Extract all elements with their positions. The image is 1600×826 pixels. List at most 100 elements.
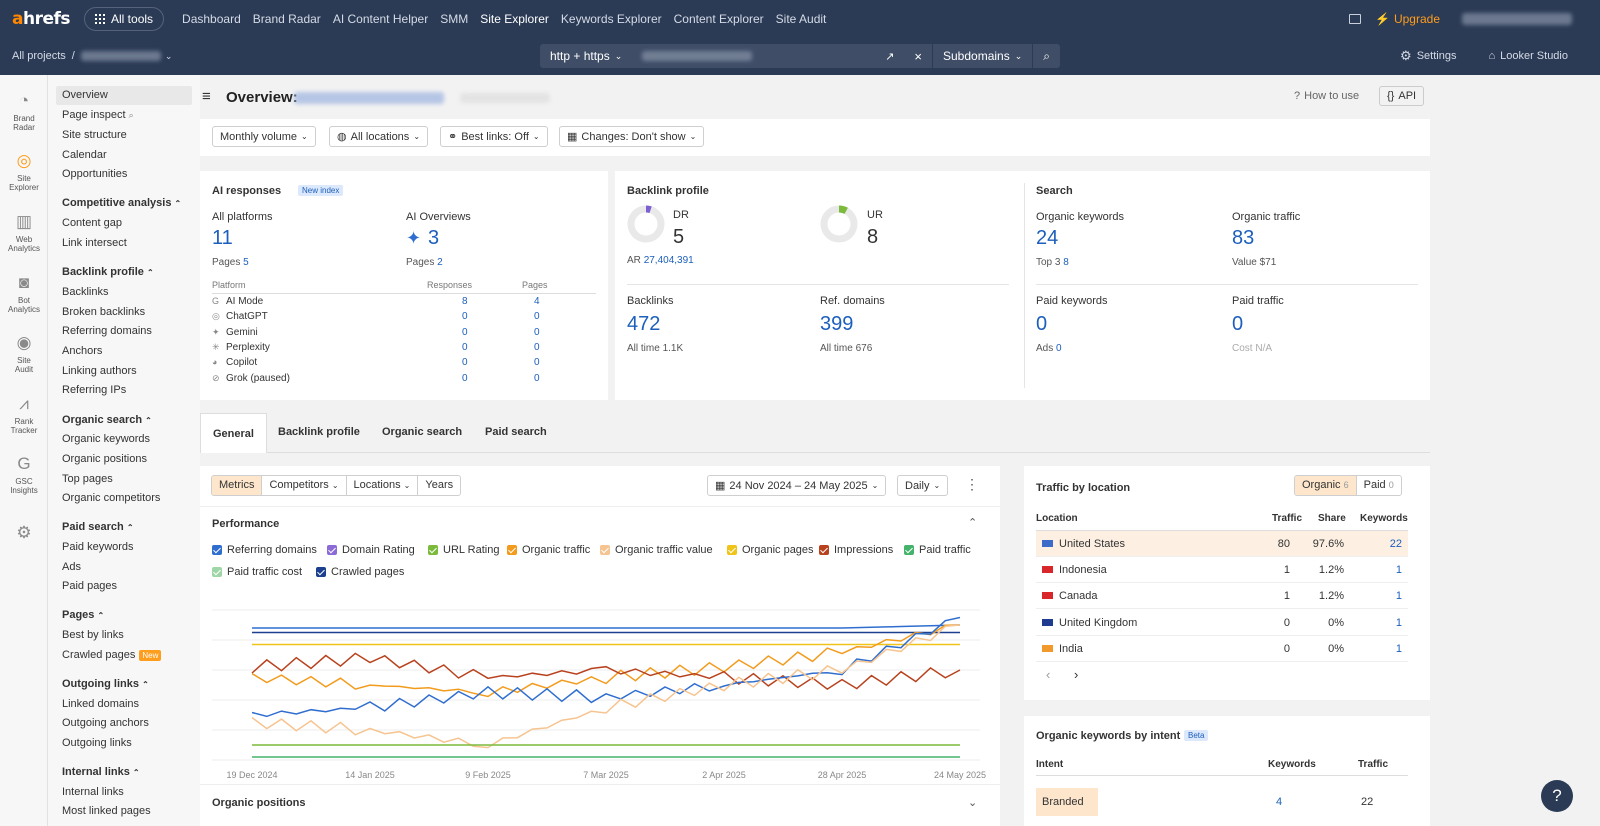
platform-responses[interactable]: 0 bbox=[462, 311, 468, 323]
platform-pages[interactable]: 0 bbox=[534, 372, 540, 384]
legend-checkbox[interactable]: Organic pages bbox=[727, 544, 814, 556]
nav-brand-radar[interactable]: Brand Radar bbox=[252, 11, 321, 26]
platform-pages[interactable]: 0 bbox=[534, 326, 540, 338]
settings-button[interactable]: ⚙ Settings bbox=[1400, 48, 1456, 64]
nav-site-audit[interactable]: Site Audit bbox=[775, 11, 827, 26]
menu-pages[interactable]: Pages ⌃ bbox=[62, 609, 104, 621]
legend-checkbox[interactable]: URL Rating bbox=[428, 544, 499, 556]
menu-ads[interactable]: Ads bbox=[62, 561, 81, 573]
menu-organic-keywords[interactable]: Organic keywords bbox=[62, 433, 151, 445]
location-row[interactable]: United States 80 97.6% 22 bbox=[1036, 531, 1408, 557]
all-projects-link[interactable]: All projects bbox=[12, 50, 66, 62]
locations-tab[interactable]: Locations ⌄ bbox=[345, 476, 418, 495]
nav-keywords-explorer[interactable]: Keywords Explorer bbox=[560, 11, 662, 26]
menu-referring-domains[interactable]: Referring domains bbox=[62, 325, 152, 337]
location-keywords[interactable]: 22 bbox=[1389, 538, 1402, 550]
menu-broken-backlinks[interactable]: Broken backlinks bbox=[62, 306, 146, 318]
organic-traffic-value[interactable]: 83 bbox=[1232, 227, 1255, 249]
help-button[interactable]: ? bbox=[1541, 780, 1573, 812]
menu-page-inspect[interactable]: Page inspect ⌕ bbox=[62, 109, 134, 121]
platform-pages[interactable]: 0 bbox=[534, 357, 540, 369]
menu-linking-authors[interactable]: Linking authors bbox=[62, 365, 137, 377]
app-site-explorer[interactable]: ◎ Site Explorer bbox=[0, 151, 48, 192]
years-tab[interactable]: Years bbox=[417, 476, 460, 495]
ads-value[interactable]: 0 bbox=[1056, 343, 1062, 354]
date-range-picker[interactable]: ▦ 24 Nov 2024 – 24 May 2025 ⌄ bbox=[707, 475, 887, 496]
account-menu[interactable] bbox=[1462, 12, 1572, 25]
app-rank-tracker[interactable]: ⩘ Rank Tracker bbox=[0, 394, 48, 435]
location-row[interactable]: Canada 1 1.2% 1 bbox=[1036, 583, 1408, 610]
platform-pages[interactable]: 4 bbox=[534, 296, 540, 307]
menu-anchors[interactable]: Anchors bbox=[62, 345, 103, 357]
tab-general[interactable]: General bbox=[200, 413, 267, 453]
api-button[interactable]: {} API bbox=[1379, 86, 1425, 106]
menu-paid-pages[interactable]: Paid pages bbox=[62, 580, 118, 592]
organic-keywords-value[interactable]: 24 bbox=[1036, 227, 1059, 249]
protocol-select[interactable]: http + https ⌄ bbox=[540, 44, 632, 68]
top3-value[interactable]: 8 bbox=[1063, 257, 1069, 268]
clear-icon[interactable]: × bbox=[914, 48, 922, 64]
ahrefs-logo[interactable]: ahrefs bbox=[12, 8, 71, 29]
metrics-tab[interactable]: Metrics bbox=[212, 476, 262, 495]
location-keywords[interactable]: 1 bbox=[1395, 590, 1402, 603]
app-site-audit[interactable]: ◉ Site Audit bbox=[0, 333, 48, 374]
menu-backlink-profile[interactable]: Backlink profile ⌃ bbox=[62, 266, 154, 278]
ref-domains-value[interactable]: 399 bbox=[820, 313, 854, 335]
menu-organic-positions[interactable]: Organic positions bbox=[62, 453, 147, 465]
menu-outgoing-anchors[interactable]: Outgoing anchors bbox=[62, 717, 149, 729]
location-row[interactable]: Indonesia 1 1.2% 1 bbox=[1036, 557, 1408, 584]
menu-calendar[interactable]: Calendar bbox=[62, 149, 107, 161]
granularity-select[interactable]: Daily ⌄ bbox=[897, 475, 949, 496]
menu-best-by-links[interactable]: Best by links bbox=[62, 629, 124, 641]
nav-dashboard[interactable]: Dashboard bbox=[182, 11, 241, 26]
legend-checkbox[interactable]: Domain Rating bbox=[327, 544, 415, 556]
legend-checkbox[interactable]: Paid traffic bbox=[904, 544, 971, 556]
paid-traffic-value[interactable]: 0 bbox=[1232, 313, 1244, 335]
paid-keywords-value[interactable]: 0 bbox=[1036, 313, 1048, 335]
open-external-icon[interactable]: ↗ bbox=[885, 50, 895, 63]
nav-ai-content-helper[interactable]: AI Content Helper bbox=[332, 11, 429, 26]
all-tools-button[interactable]: All tools bbox=[84, 6, 165, 31]
competitors-tab[interactable]: Competitors ⌄ bbox=[261, 476, 345, 495]
platform-responses[interactable]: 0 bbox=[462, 326, 468, 338]
organic-toggle[interactable]: Organic 6 bbox=[1295, 476, 1356, 495]
menu-organic-competitors[interactable]: Organic competitors bbox=[62, 492, 161, 504]
paid-toggle[interactable]: Paid 0 bbox=[1355, 476, 1401, 495]
legend-checkbox[interactable]: Organic traffic bbox=[507, 544, 590, 556]
menu-referring-ips[interactable]: Referring IPs bbox=[62, 384, 127, 396]
menu-crawled-pages[interactable]: Crawled pages New bbox=[62, 649, 162, 661]
menu-paid-keywords[interactable]: Paid keywords bbox=[62, 541, 134, 553]
platform-responses[interactable]: 0 bbox=[462, 341, 468, 353]
all-platforms-value[interactable]: 11 bbox=[212, 227, 233, 249]
menu-most-linked-pages[interactable]: Most linked pages bbox=[62, 805, 151, 817]
platform-responses[interactable]: 8 bbox=[462, 296, 468, 307]
location-keywords[interactable]: 1 bbox=[1395, 616, 1402, 629]
app-brand-radar[interactable]: ◔ Brand Radar bbox=[0, 91, 48, 132]
upgrade-button[interactable]: ⚡ Upgrade bbox=[1375, 12, 1440, 26]
tab-organic-search[interactable]: Organic search bbox=[382, 426, 463, 438]
menu-opportunities[interactable]: Opportunities bbox=[62, 168, 128, 180]
menu-top-pages[interactable]: Top pages bbox=[62, 473, 113, 485]
legend-checkbox[interactable]: Crawled pages bbox=[316, 566, 404, 578]
platform-responses[interactable]: 0 bbox=[462, 372, 468, 384]
menu-content-gap[interactable]: Content gap bbox=[62, 217, 122, 229]
menu-site-structure[interactable]: Site structure bbox=[62, 129, 127, 141]
ai-overviews-value[interactable]: 3 bbox=[428, 227, 440, 249]
app-settings[interactable]: ⚙ bbox=[0, 523, 48, 546]
monitor-icon[interactable] bbox=[1349, 13, 1362, 24]
location-row[interactable]: India 0 0% 1 bbox=[1036, 636, 1408, 662]
ao-pages-value[interactable]: 2 bbox=[437, 257, 443, 268]
ar-value[interactable]: 27,404,391 bbox=[643, 255, 694, 266]
legend-checkbox[interactable]: Referring domains bbox=[212, 544, 317, 556]
backlinks-value[interactable]: 472 bbox=[627, 313, 661, 335]
menu-backlinks[interactable]: Backlinks bbox=[62, 286, 109, 298]
location-keywords[interactable]: 1 bbox=[1395, 642, 1402, 655]
pages-value[interactable]: 5 bbox=[243, 257, 249, 268]
legend-checkbox[interactable]: Impressions bbox=[819, 544, 893, 556]
legend-checkbox[interactable]: Paid traffic cost bbox=[212, 566, 302, 578]
search-icon[interactable]: ⌕ bbox=[1032, 44, 1060, 68]
menu-outgoing-links-item[interactable]: Outgoing links bbox=[62, 737, 132, 749]
location-keywords[interactable]: 1 bbox=[1395, 564, 1402, 577]
platform-pages[interactable]: 0 bbox=[534, 311, 540, 323]
tab-paid-search[interactable]: Paid search bbox=[485, 426, 547, 438]
